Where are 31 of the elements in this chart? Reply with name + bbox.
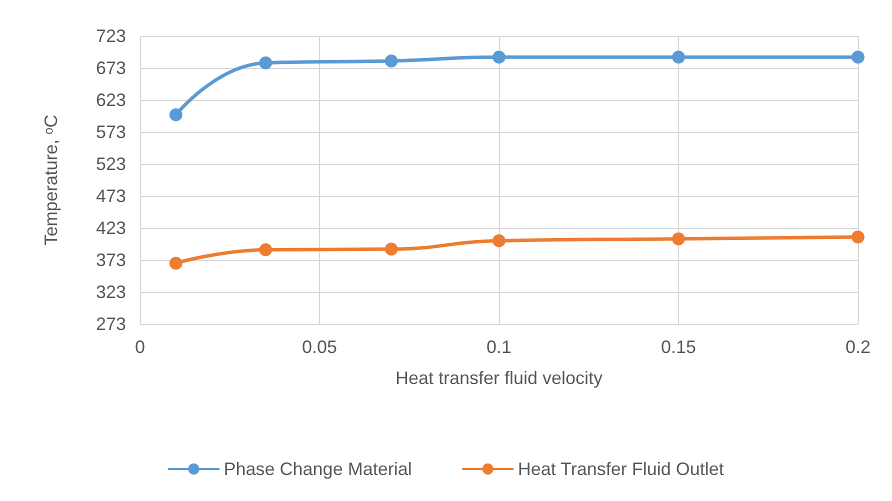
- point: [384, 242, 398, 256]
- point: [259, 243, 272, 256]
- y-tick-label: 723: [96, 26, 126, 46]
- point: [672, 232, 685, 246]
- y-tick-label: 523: [96, 154, 126, 174]
- y-tick-label: 573: [96, 122, 126, 142]
- y-tick-label: 673: [96, 58, 126, 78]
- point: [492, 234, 506, 248]
- y-tick-label: 473: [96, 186, 126, 206]
- x-tick-label: 0: [134, 337, 146, 357]
- x-tick-label: 0.1: [486, 337, 512, 357]
- point: [259, 56, 272, 70]
- y-tick-label: 273: [96, 314, 126, 334]
- legend-label: Phase Change Material: [224, 459, 412, 479]
- y-tick-label: 423: [96, 218, 126, 238]
- point: [492, 50, 506, 64]
- y-tick-label: 623: [96, 90, 126, 110]
- point: [169, 256, 182, 270]
- x-tick-label: 0.2: [845, 337, 871, 357]
- point: [169, 108, 182, 122]
- point: [852, 50, 864, 64]
- legend-label: Heat Transfer Fluid Outlet: [518, 459, 724, 479]
- y-axis-title: Temperature, ᵒC: [41, 114, 61, 246]
- point: [384, 54, 398, 68]
- y-tick-label: 373: [96, 250, 126, 270]
- x-tick-label: 0.15: [660, 337, 696, 357]
- x-axis-title: Heat transfer fluid velocity: [395, 368, 603, 388]
- y-tick-label: 323: [96, 282, 126, 302]
- point: [672, 50, 685, 64]
- point: [852, 230, 864, 244]
- x-tick-label: 0.05: [302, 337, 338, 357]
